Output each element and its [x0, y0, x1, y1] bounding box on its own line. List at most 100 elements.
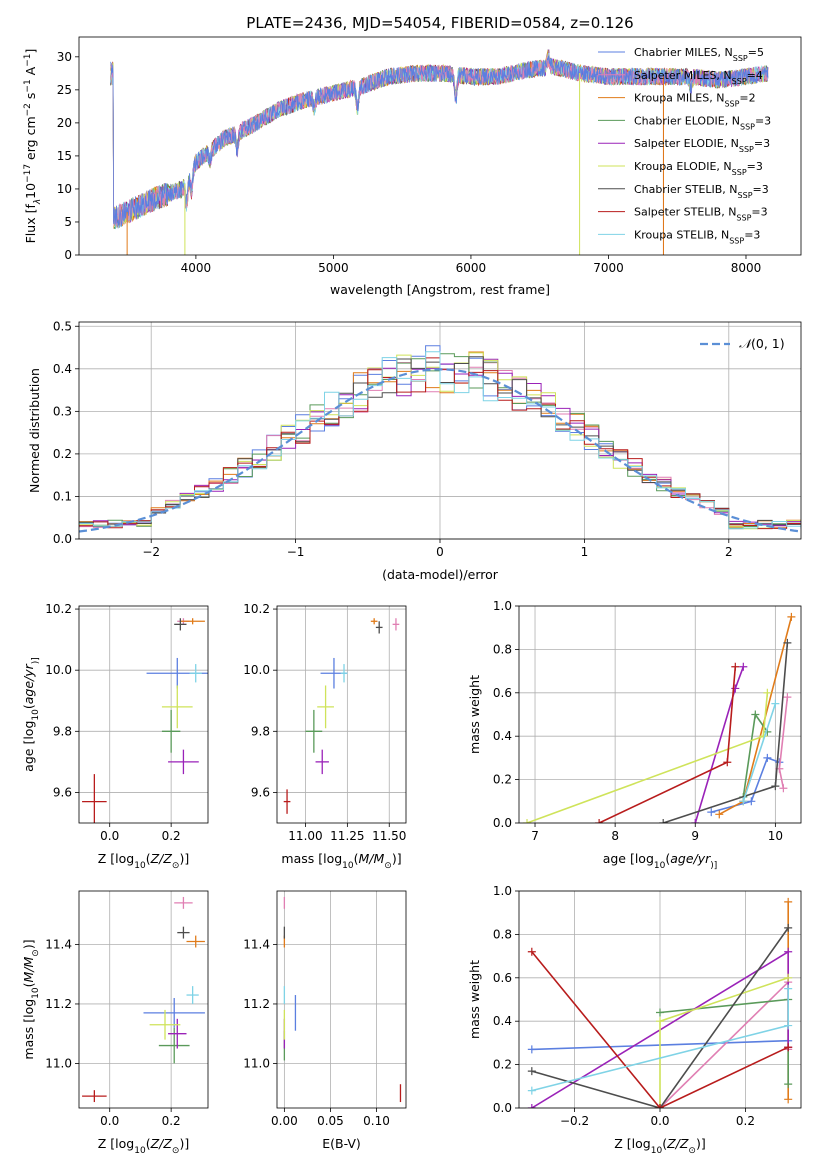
- y-tick-label: 11.2: [243, 997, 270, 1011]
- y-tick-label: 11.0: [243, 1056, 270, 1070]
- weight-series-marker: [656, 1008, 664, 1017]
- plot-area: [79, 345, 801, 533]
- y-tick-label: 0.2: [493, 1058, 512, 1072]
- legend-label: Chabrier ELODIE, NSSP=3: [634, 114, 771, 130]
- y-tick-label: 9.8: [53, 724, 72, 738]
- weight-series-marker: [723, 758, 732, 767]
- x-tick-label: 2: [725, 545, 733, 559]
- weight-series-marker: [784, 1043, 793, 1052]
- x-tick-label: −0.2: [560, 1114, 589, 1128]
- y-tick-label: 9.6: [53, 785, 72, 799]
- x-tick-label: 0.05: [317, 1114, 344, 1128]
- x-tick-label: 0.00: [271, 1114, 298, 1128]
- residuals-axes: −2 −1 0 1 2 0.0 0.1 0.2 0.3 0.4 0.5 (data-model)/er…: [27, 319, 802, 582]
- age-vs-Z-axes: 0.0 0.2 9.6 9.8 10.0 10.2 Z [log10(Z/Z⊙)] age […: [21, 602, 209, 871]
- axes-frame: [518, 605, 802, 824]
- y-tick-label: 11.2: [45, 997, 72, 1011]
- weight-series-marker: [784, 984, 793, 993]
- age-vs-mass-xlabel: mass [log10(M/M⊙)]: [281, 851, 401, 871]
- axes-frame: [78, 605, 209, 824]
- x-tick-label: 8: [611, 829, 619, 843]
- y-tick-label: 0.0: [493, 1101, 512, 1115]
- x-tick-label: 6000: [456, 261, 487, 275]
- weight-series-marker: [784, 947, 793, 956]
- y-tick-label: 10.0: [45, 663, 72, 677]
- y-tick-label: 0.0: [493, 816, 512, 830]
- x-tick-label: 0.2: [162, 829, 181, 843]
- y-tick-label: 0.1: [53, 489, 72, 503]
- x-tick-label: 1: [581, 545, 589, 559]
- spectrum-line: [110, 55, 769, 229]
- mass-vs-Z-ylabel: mass [log10(M/M⊙)]: [21, 939, 41, 1059]
- plot-area: [110, 49, 769, 255]
- weight-series-line: [778, 697, 789, 789]
- weight-series-marker: [595, 819, 604, 823]
- y-tick-label: 11.4: [45, 938, 72, 952]
- weight-series-marker: [771, 782, 780, 791]
- weight-series-marker: [784, 1021, 793, 1030]
- y-tick-label: 10: [57, 182, 72, 196]
- weight-series-marker: [747, 797, 756, 806]
- y-tick-label: 25: [57, 83, 72, 97]
- age-vs-mass-axes: 11.00 11.25 11.50 9.6 9.8 10.0 10.2 mass [log10…: [243, 602, 406, 871]
- x-tick-label: 7: [531, 829, 539, 843]
- weight-series-marker: [783, 693, 792, 702]
- x-tick-label: −2: [142, 545, 160, 559]
- legend-label: Kroupa MILES, NSSP=2: [634, 92, 756, 109]
- plot-area: [82, 618, 208, 823]
- axes-frame: [276, 605, 407, 824]
- y-tick-label: 9.8: [251, 724, 270, 738]
- x-tick-label: 0.10: [363, 1114, 390, 1128]
- plot-area: [283, 896, 402, 1103]
- y-tick-label: 10.0: [243, 663, 270, 677]
- axes-frame: [78, 36, 802, 256]
- y-tick-label: 9.6: [251, 785, 270, 799]
- weight-series-marker: [784, 923, 793, 932]
- plot-area: [283, 618, 400, 814]
- weight-series-marker: [779, 784, 788, 793]
- weight-series-line: [711, 756, 780, 813]
- legend-label: Kroupa STELIB, NSSP=3: [634, 228, 760, 245]
- x-tick-label: 10: [768, 829, 783, 843]
- weight-vs-Z-xlabel: Z [log10(Z/Z⊙)]: [614, 1136, 705, 1156]
- weight-series-marker: [751, 710, 760, 719]
- y-tick-label: 0: [64, 248, 72, 262]
- y-tick-label: 15: [57, 149, 72, 163]
- weight-vs-Z-ylabel: mass weight: [467, 960, 482, 1039]
- x-tick-label: 9: [691, 829, 699, 843]
- normal-reference-curve: [79, 368, 801, 533]
- weight-vs-age-xlabel: age [log10(age/yr)]: [603, 851, 718, 871]
- weight-series-marker: [656, 1017, 664, 1026]
- x-tick-label: 11.00: [288, 829, 322, 843]
- x-tick-label: −1: [287, 545, 305, 559]
- spectrum-axes: 4000 5000 6000 7000 8000 0 5 10 15 20 25 30 waveleng…: [23, 36, 802, 297]
- y-tick-label: 0.2: [53, 447, 72, 461]
- weight-series-marker: [523, 819, 532, 823]
- legend-label: Chabrier STELIB, NSSP=3: [634, 183, 769, 200]
- x-tick-label: 8000: [731, 261, 762, 275]
- y-tick-label: 0.0: [53, 532, 72, 546]
- mass-vs-ebv-axes: 0.00 0.05 0.10 11.0 11.2 11.4 E(B-V): [243, 890, 407, 1151]
- mass-vs-Z-xlabel: Z [log10(Z/Z⊙)]: [98, 1136, 189, 1156]
- legend-label: Salpeter MILES, NSSP=4: [634, 69, 763, 86]
- spectrum-ylabel: Flux [fλ10−17 erg cm−2 s−1 A−1]: [23, 49, 43, 244]
- weight-series-marker: [527, 947, 536, 956]
- y-tick-label: 5: [64, 215, 72, 229]
- spectrum-legend: Chabrier MILES, NSSP=5 Salpeter MILES, NS…: [598, 46, 771, 245]
- x-tick-label: 4000: [181, 261, 212, 275]
- x-tick-label: 0.0: [650, 1114, 669, 1128]
- y-tick-label: 1.0: [493, 884, 512, 898]
- y-tick-label: 0.6: [493, 686, 512, 700]
- x-tick-label: 5000: [318, 261, 349, 275]
- x-tick-label: 0.2: [162, 1114, 181, 1128]
- weight-series-marker: [731, 662, 740, 671]
- weight-vs-Z-axes: −0.2 0.0 0.2 0.0 0.2 0.4 0.6 0.8 1.0 Z [log10(Z/Z…: [467, 884, 802, 1156]
- plot-area: [527, 897, 793, 1108]
- y-tick-label: 0.8: [493, 642, 512, 656]
- weight-series-marker: [527, 1045, 536, 1054]
- x-tick-label: 11.25: [330, 829, 364, 843]
- weight-series-marker: [784, 973, 793, 982]
- weight-series-marker: [787, 612, 796, 621]
- x-tick-label: 0.2: [736, 1114, 755, 1128]
- weight-series-line: [531, 951, 789, 1108]
